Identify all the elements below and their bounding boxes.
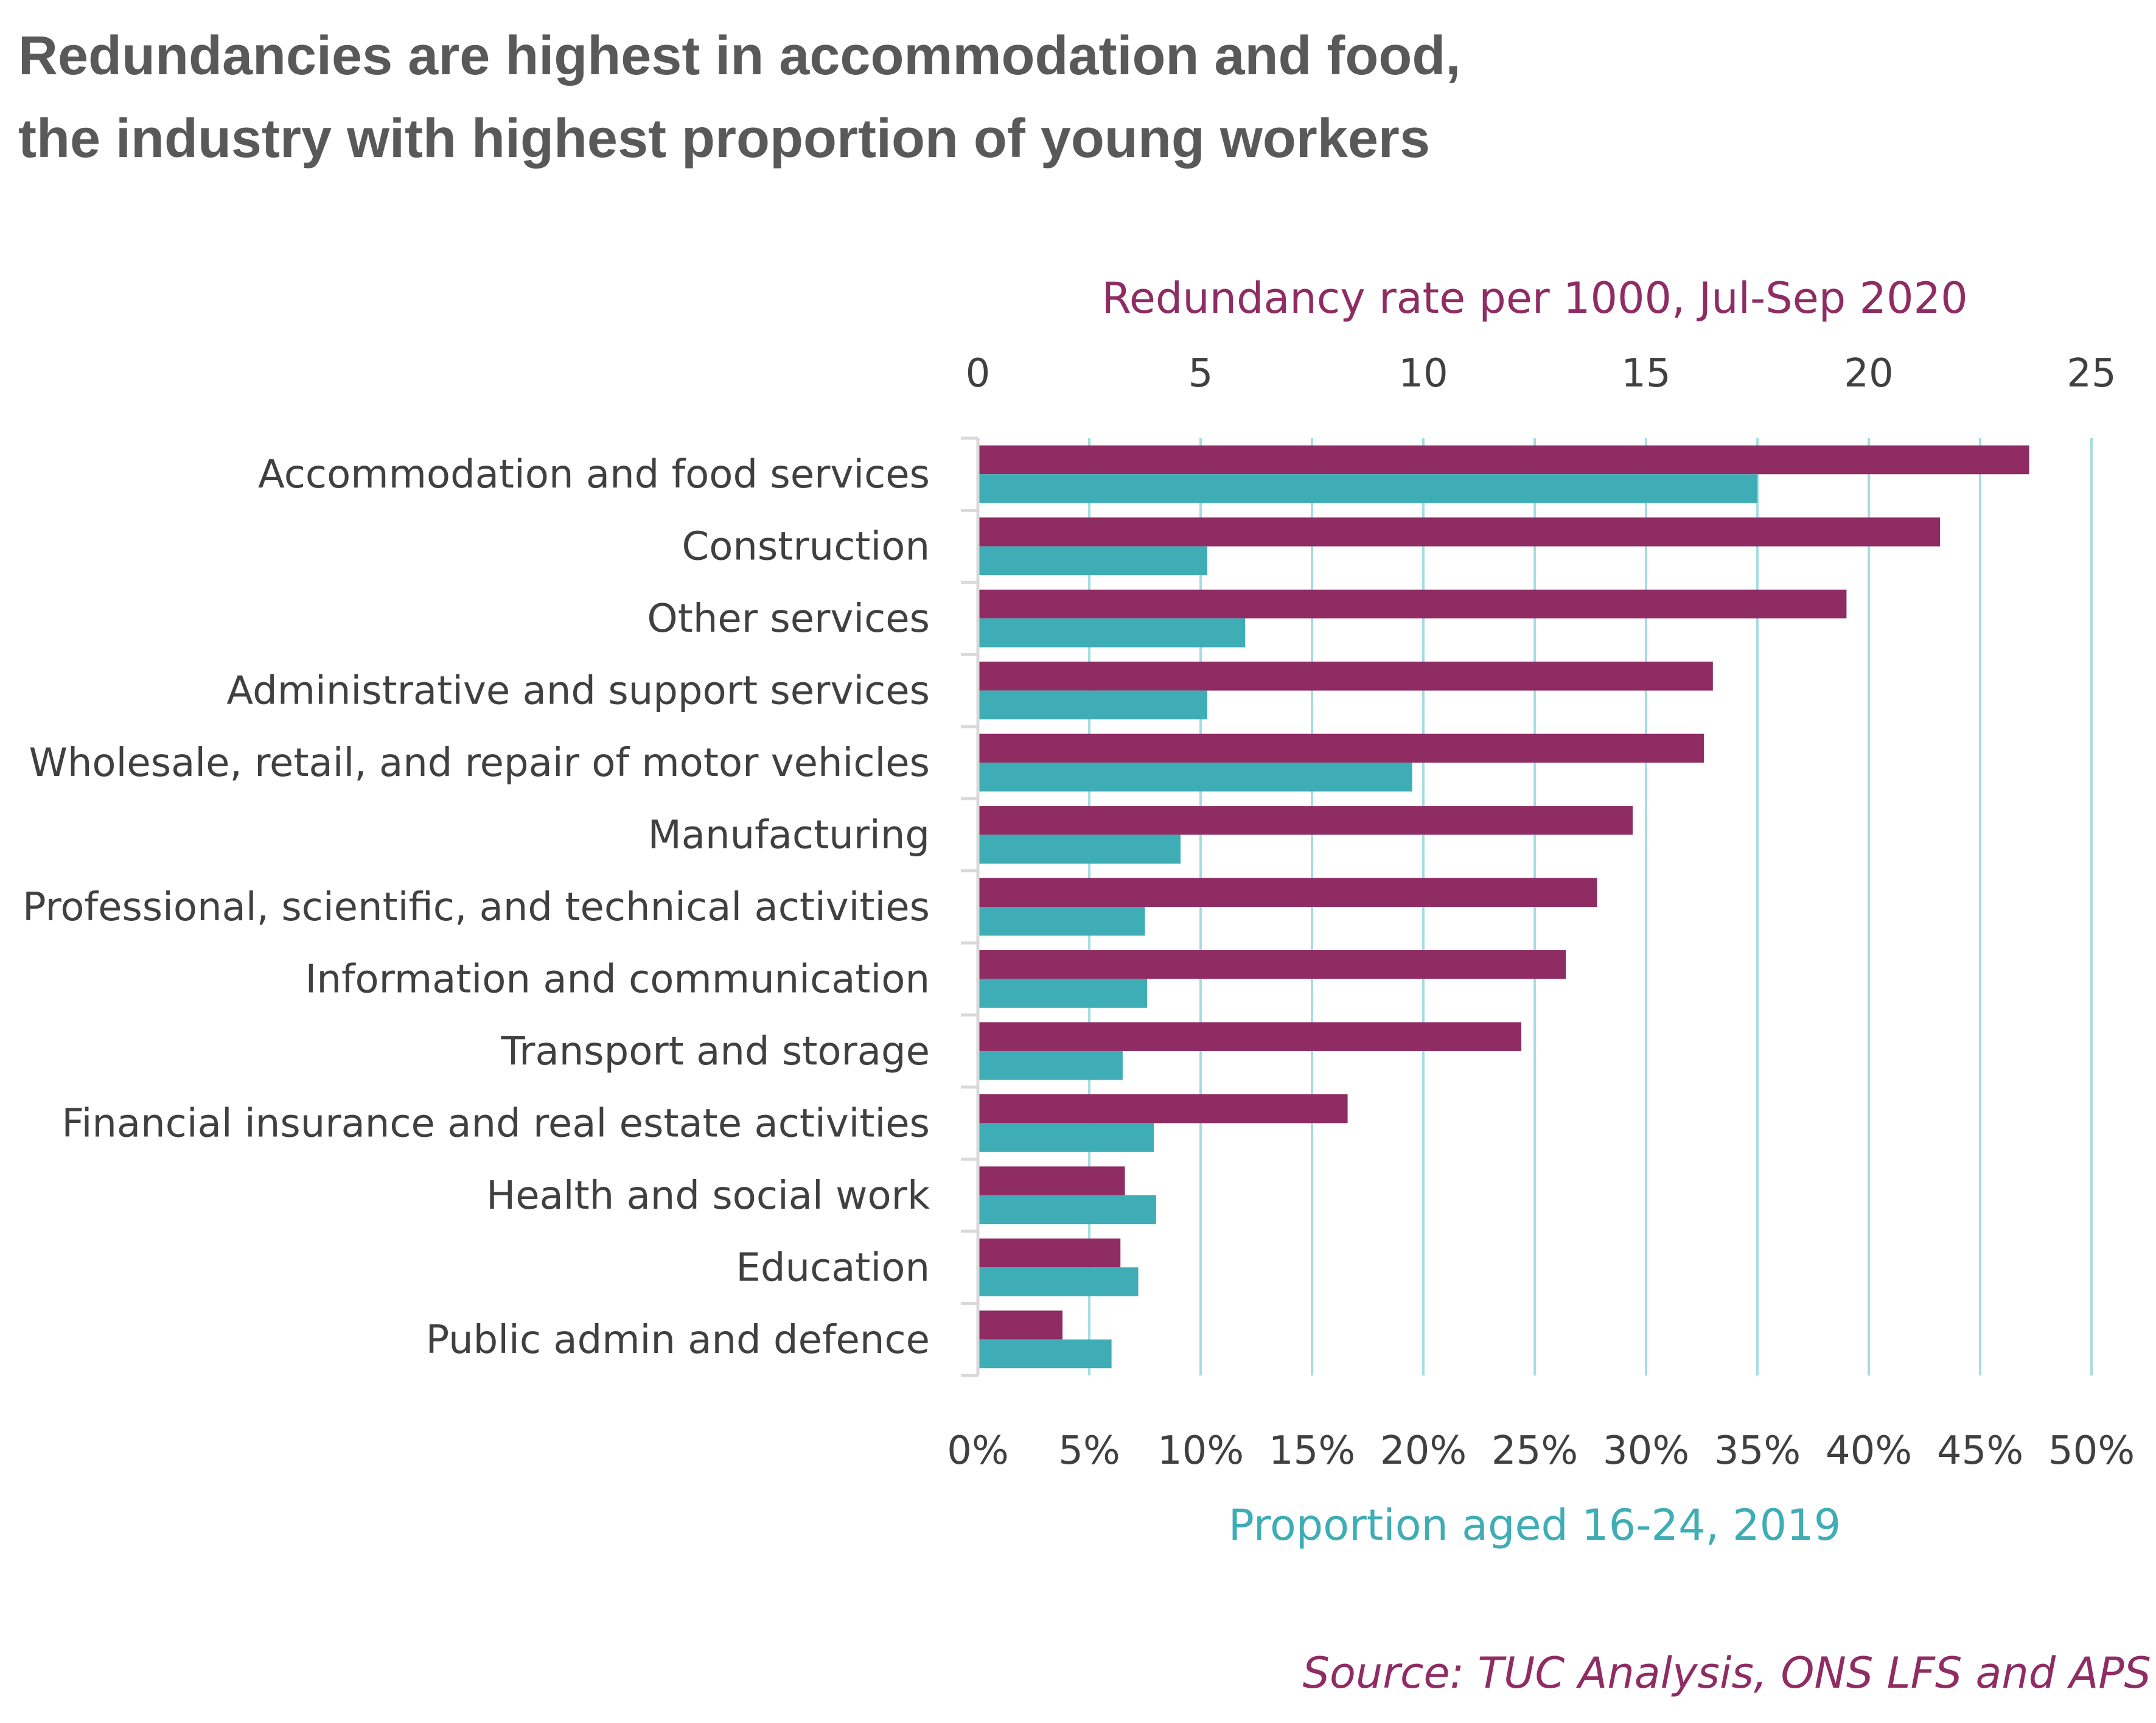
top-tick-label: 25 [2067, 351, 2116, 396]
bottom-tick-label: 10% [1157, 1428, 1244, 1473]
category-label: Accommodation and food services [258, 452, 930, 497]
bottom-tick-label: 40% [1826, 1428, 1912, 1473]
category-axis: Accommodation and food services Construct… [23, 436, 980, 1377]
bar-redundancy-other-services [978, 589, 1847, 619]
bar-young-professional-scientific-and-technical-activities [978, 907, 1145, 936]
bar-redundancy-education [978, 1238, 1121, 1268]
category-label: Health and social work [486, 1173, 930, 1218]
bar-young-construction [978, 546, 1207, 576]
category-label: Manufacturing [648, 813, 930, 858]
category-label: Construction [682, 525, 930, 570]
category-label: Education [736, 1245, 930, 1290]
bar-young-administrative-and-support-services [978, 690, 1207, 719]
category-label: Financial insurance and real estate acti… [61, 1101, 930, 1146]
bar-young-information-and-communication [978, 979, 1148, 1008]
bottom-tick-label: 35% [1714, 1428, 1801, 1473]
bar-young-health-and-social-work [978, 1195, 1156, 1225]
bar-young-manufacturing [978, 834, 1181, 864]
bottom-tick-label: 20% [1380, 1428, 1467, 1473]
bottom-axis-title: Proportion aged 16-24, 2019 [1229, 1500, 1841, 1550]
bottom-axis-ticks: 0% 5% 10% 15% 20% 25% 30% 35% 40% 45% 50% [947, 1428, 2135, 1473]
category-label: Information and communication [305, 957, 930, 1002]
bar-redundancy-construction [978, 517, 1941, 547]
bars [978, 445, 2029, 1369]
bar-young-transport-and-storage [978, 1050, 1123, 1080]
bar-redundancy-information-and-communication [978, 950, 1566, 979]
bar-redundancy-health-and-social-work [978, 1166, 1125, 1195]
bar-redundancy-professional-scientific-and-technical-activities [978, 878, 1597, 907]
category-label: Professional, scientific, and technical … [23, 885, 930, 930]
top-tick-label: 20 [1844, 351, 1893, 396]
bar-redundancy-wholesale-retail-and-repair-of-motor-vehicles [978, 733, 1704, 763]
top-tick-label: 15 [1621, 351, 1670, 396]
bar-redundancy-manufacturing [978, 806, 1633, 835]
top-axis-title: Redundancy rate per 1000, Jul-Sep 2020 [1101, 273, 1967, 323]
chart-title-line-2: the industry with highest proportion of … [18, 108, 1430, 169]
top-axis-ticks: 0 5 10 15 20 25 [966, 351, 2116, 396]
category-label: Public admin and defence [426, 1318, 930, 1363]
category-label: Transport and storage [500, 1029, 930, 1074]
bottom-tick-label: 25% [1491, 1428, 1578, 1473]
bar-redundancy-public-admin-and-defence [978, 1310, 1063, 1340]
bottom-tick-label: 50% [2048, 1428, 2135, 1473]
top-tick-label: 0 [966, 351, 991, 396]
category-label: Administrative and support services [226, 669, 930, 714]
bottom-tick-label: 15% [1269, 1428, 1355, 1473]
bottom-tick-label: 0% [947, 1428, 1009, 1473]
bottom-tick-label: 45% [1937, 1428, 2023, 1473]
bar-young-education [978, 1267, 1139, 1296]
top-tick-label: 5 [1188, 351, 1213, 396]
chart-title-line-1: Redundancies are highest in accommodatio… [18, 26, 1460, 86]
category-label: Other services [647, 596, 930, 641]
bar-redundancy-accommodation-and-food-services [978, 445, 2029, 475]
bar-young-wholesale-retail-and-repair-of-motor-vehicles [978, 763, 1412, 792]
bar-young-accommodation-and-food-services [978, 474, 1757, 503]
bar-redundancy-transport-and-storage [978, 1022, 1522, 1051]
bar-redundancy-administrative-and-support-services [978, 662, 1713, 691]
bar-young-public-admin-and-defence [978, 1339, 1112, 1369]
bar-redundancy-financial-insurance-and-real-estate-activities [978, 1094, 1348, 1124]
source-note: Source: TUC Analysis, ONS LFS and APS [1303, 1648, 2151, 1698]
top-tick-label: 10 [1398, 351, 1448, 396]
bottom-tick-label: 30% [1603, 1428, 1689, 1473]
category-label: Wholesale, retail, and repair of motor v… [29, 741, 930, 786]
bar-young-other-services [978, 618, 1246, 648]
bar-young-financial-insurance-and-real-estate-activities [978, 1123, 1154, 1152]
bottom-tick-label: 5% [1058, 1428, 1120, 1473]
